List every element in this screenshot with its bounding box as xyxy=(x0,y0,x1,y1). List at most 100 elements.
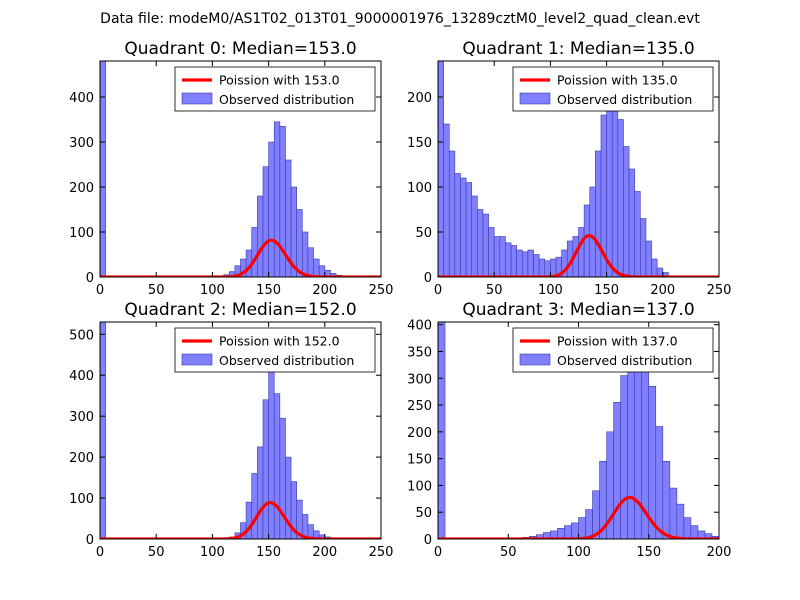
y-tick-label: 100 xyxy=(69,492,94,507)
panel-1: 0 50 100 150 200 250 0 50 100 150 200 Quadrant 1: M… xyxy=(407,39,731,298)
x-tick-label: 0 xyxy=(434,283,442,298)
x-tick-label: 100 xyxy=(200,283,225,298)
histogram-bar xyxy=(521,251,529,277)
y-tick-label: 0 xyxy=(86,271,94,286)
legend-label-poisson: Poission with 137.0 xyxy=(557,334,678,349)
histogram-bar xyxy=(438,61,444,277)
y-tick-label: 150 xyxy=(407,136,432,151)
poisson-curve xyxy=(100,500,381,539)
panel-title: Quadrant 1: Median=135.0 xyxy=(462,39,694,59)
y-tick-label: 100 xyxy=(407,181,432,196)
legend: Poission with 153.0 Observed distribution xyxy=(174,66,376,112)
x-tick-label: 100 xyxy=(566,545,591,560)
histogram-bar xyxy=(533,254,540,277)
y-tick-label: 500 xyxy=(69,328,94,343)
legend-label-poisson: Poission with 153.0 xyxy=(219,73,340,88)
histogram-bar xyxy=(505,242,512,277)
histogram-bar xyxy=(499,236,506,277)
x-tick-label: 250 xyxy=(707,283,732,298)
y-tick-label: 350 xyxy=(407,345,432,360)
x-tick-label: 200 xyxy=(312,283,337,298)
panel-3: 0 50 100 150 200 0 50 100 150 200 250 300 350 400 Quad… xyxy=(407,300,731,560)
histogram-bar xyxy=(454,173,461,277)
histogram-bar xyxy=(606,92,613,277)
panel-title: Quadrant 3: Median=137.0 xyxy=(462,300,694,320)
legend: Poission with 152.0 Observed distribution xyxy=(174,327,376,373)
histogram-bar xyxy=(477,209,484,277)
histogram-bar xyxy=(510,245,517,277)
histogram-bar xyxy=(595,150,602,277)
y-tick-label: 300 xyxy=(69,410,94,425)
axes-frame xyxy=(99,321,382,540)
histogram-bar xyxy=(527,249,534,277)
legend-label-poisson: Poission with 152.0 xyxy=(219,334,340,349)
x-tick-label: 200 xyxy=(707,545,732,560)
panel-plot-area xyxy=(100,322,381,539)
histogram-bar xyxy=(690,525,699,539)
histogram-bar xyxy=(585,509,593,539)
y-tick-label: 50 xyxy=(415,506,432,521)
histogram-bar xyxy=(245,501,253,539)
histogram-bar xyxy=(443,123,450,277)
histogram-bar xyxy=(676,503,685,539)
histogram-bar xyxy=(273,393,281,539)
x-tick-label: 50 xyxy=(500,545,517,560)
x-tick-label: 250 xyxy=(369,545,394,560)
y-tick-label: 0 xyxy=(424,271,432,286)
histogram-bar xyxy=(279,417,286,539)
legend-label-observed: Observed distribution xyxy=(557,353,692,368)
histogram-bar xyxy=(307,247,314,277)
legend-bar-swatch xyxy=(181,353,213,366)
legend-label-observed: Observed distribution xyxy=(219,92,354,107)
histogram-bar xyxy=(465,182,473,277)
histogram-bar xyxy=(655,426,664,539)
axes-frame xyxy=(437,60,720,278)
poisson-curve xyxy=(100,238,381,277)
histogram-bar xyxy=(488,227,495,277)
x-tick-label: 150 xyxy=(594,283,619,298)
histogram-bar xyxy=(662,461,671,539)
y-tick-label: 100 xyxy=(407,479,432,494)
histogram-bar xyxy=(578,517,586,539)
x-tick-label: 200 xyxy=(312,545,337,560)
histogram-bar xyxy=(683,517,692,539)
y-tick-label: 250 xyxy=(407,399,432,414)
y-tick-label: 400 xyxy=(407,319,432,334)
x-tick-label: 100 xyxy=(538,283,563,298)
histogram-bar xyxy=(564,525,572,539)
y-tick-label: 50 xyxy=(415,226,432,241)
histogram-bar xyxy=(628,168,636,277)
histogram-bar xyxy=(645,240,652,277)
histogram-bar xyxy=(257,446,264,539)
histogram-bar xyxy=(313,258,320,277)
histogram-bar xyxy=(471,195,478,277)
x-tick-label: 250 xyxy=(369,283,394,298)
histogram-bar xyxy=(268,366,275,539)
histogram-bar xyxy=(438,322,446,539)
y-tick-label: 100 xyxy=(69,226,94,241)
panel-plot-area xyxy=(438,322,719,539)
axes-frame xyxy=(99,60,382,278)
panel-plot-area xyxy=(438,61,719,277)
x-tick-label: 200 xyxy=(650,283,675,298)
histogram-bar xyxy=(448,150,456,277)
x-tick-label: 50 xyxy=(486,283,503,298)
panel-0: 0 50 100 150 200 250 0 100 200 300 400 Quadrant 0: … xyxy=(69,39,393,298)
x-tick-label: 0 xyxy=(434,545,442,560)
histogram-bar xyxy=(557,527,565,539)
y-tick-label: 200 xyxy=(407,91,432,106)
histogram-bar xyxy=(620,375,628,539)
histogram-bar xyxy=(589,186,596,277)
x-tick-label: 0 xyxy=(96,545,104,560)
histogram-bar xyxy=(640,218,647,277)
histogram-bar xyxy=(302,231,309,277)
x-tick-label: 0 xyxy=(96,283,104,298)
y-tick-label: 300 xyxy=(69,136,94,151)
histogram-bar xyxy=(251,473,258,539)
panel-2: 0 50 100 150 200 250 0 100 200 300 400 500 Quadrant … xyxy=(69,300,393,560)
histogram-bar xyxy=(651,258,658,277)
histogram-bar xyxy=(251,227,258,277)
y-tick-label: 400 xyxy=(69,369,94,384)
histogram-bar xyxy=(262,166,269,277)
